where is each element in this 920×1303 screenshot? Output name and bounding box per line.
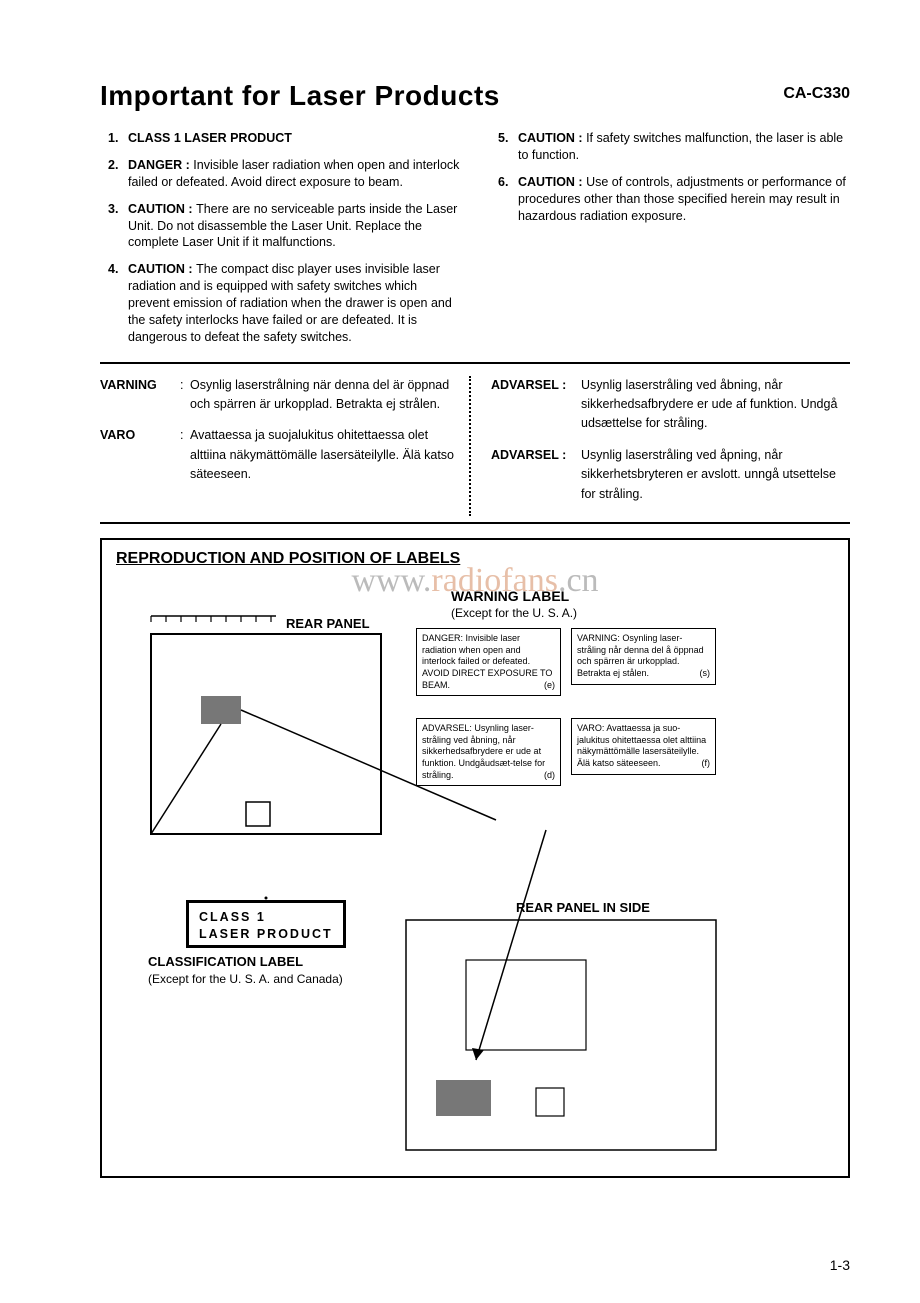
caution-list-right: CAUTION : If safety switches malfunction… — [490, 130, 850, 224]
classification-label: CLASSIFICATION LABEL — [148, 954, 303, 969]
page-title: Important for Laser Products — [100, 80, 850, 112]
warning-box-sv: VARNING: Osynling laser-stråling når den… — [571, 628, 716, 685]
model-number: CA-C330 — [783, 85, 850, 103]
caution-item: DANGER : Invisible laser radiation when … — [100, 157, 460, 191]
caution-item: CAUTION : If safety switches malfunction… — [490, 130, 850, 164]
warning-box-en-text: DANGER: Invisible laser radiation when o… — [422, 633, 552, 690]
warning-box-fi: VARO: Avattaessa ja suo-jalukitus ohitet… — [571, 718, 716, 775]
divider — [100, 362, 850, 364]
caution-list-left: CLASS 1 LASER PRODUCT DANGER : Invisible… — [100, 130, 460, 346]
warning-item: VARO:Avattaessa ja suojalukitus ohitetta… — [100, 426, 459, 484]
caution-item: CAUTION : Use of controls, adjustments o… — [490, 174, 850, 225]
warning-text: Usynlig laserstråling ved åpning, når si… — [581, 446, 850, 504]
warning-box-fi-code: (f) — [702, 758, 711, 770]
warning-text: Usynlig laserstråling ved åbning, når si… — [581, 376, 850, 434]
divider — [100, 522, 850, 524]
warning-box-da-code: (d) — [544, 770, 555, 782]
warning-box-sv-code: (s) — [700, 668, 711, 680]
warning-box-fi-text: VARO: Avattaessa ja suo-jalukitus ohitet… — [577, 723, 706, 768]
class-label-box: CLASS 1 LASER PRODUCT — [186, 900, 346, 948]
warning-box-sv-text: VARNING: Osynling laser-stråling når den… — [577, 633, 704, 678]
warning-box-da-text: ADVARSEL: Usynling laser-stråling ved åb… — [422, 723, 545, 780]
warnings-right: ADVARSEL :Usynlig laserstråling ved åbni… — [491, 376, 850, 516]
caution-right-col: CAUTION : If safety switches malfunction… — [490, 130, 850, 356]
warning-colon: : — [180, 426, 190, 484]
caution-item: CAUTION : There are no serviceable parts… — [100, 201, 460, 252]
caution-lead: CAUTION : — [518, 131, 586, 145]
class-box-line2: LASER PRODUCT — [199, 926, 333, 944]
reproduction-box: REPRODUCTION AND POSITION OF LABELS www.… — [100, 538, 850, 1178]
caution-left-col: CLASS 1 LASER PRODUCT DANGER : Invisible… — [100, 130, 460, 356]
multilang-warnings: VARNING:Osynlig laserstrålning när denna… — [100, 376, 850, 516]
rear-panel-side-label: REAR PANEL IN SIDE — [516, 900, 650, 915]
warning-label: ADVARSEL : — [491, 376, 571, 434]
caution-lead: CAUTION : — [128, 202, 196, 216]
warnings-left: VARNING:Osynlig laserstrålning när denna… — [100, 376, 471, 516]
warning-label: VARO — [100, 426, 180, 484]
caution-item: CLASS 1 LASER PRODUCT — [100, 130, 460, 147]
warning-label: ADVARSEL : — [491, 446, 571, 504]
warning-text: Osynlig laserstrålning när denna del är … — [190, 376, 459, 415]
warning-box-da: ADVARSEL: Usynling laser-stråling ved åb… — [416, 718, 561, 786]
warning-colon: : — [180, 376, 190, 415]
repro-title: REPRODUCTION AND POSITION OF LABELS — [116, 550, 834, 568]
caution-lead: CLASS 1 LASER PRODUCT — [128, 131, 292, 145]
warning-box-en: DANGER: Invisible laser radiation when o… — [416, 628, 561, 696]
warning-box-en-code: (e) — [544, 680, 555, 692]
warning-item: ADVARSEL :Usynlig laserstråling ved åpni… — [491, 446, 850, 504]
caution-item: CAUTION : The compact disc player uses i… — [100, 261, 460, 345]
warning-label: VARNING — [100, 376, 180, 415]
warning-item: ADVARSEL :Usynlig laserstråling ved åbni… — [491, 376, 850, 434]
page-number: 1-3 — [830, 1257, 850, 1273]
warning-item: VARNING:Osynlig laserstrålning när denna… — [100, 376, 459, 415]
class-box-line1: CLASS 1 — [199, 909, 333, 927]
caution-columns: CLASS 1 LASER PRODUCT DANGER : Invisible… — [100, 130, 850, 356]
warning-text: Avattaessa ja suojalukitus ohitettaessa … — [190, 426, 459, 484]
diagram-area: REAR PANEL WARNING LABEL (Except for the… — [116, 580, 834, 1162]
caution-lead: DANGER : — [128, 158, 193, 172]
caution-lead: CAUTION : — [128, 262, 196, 276]
classification-label-sub: (Except for the U. S. A. and Canada) — [148, 972, 343, 986]
caution-lead: CAUTION : — [518, 175, 586, 189]
